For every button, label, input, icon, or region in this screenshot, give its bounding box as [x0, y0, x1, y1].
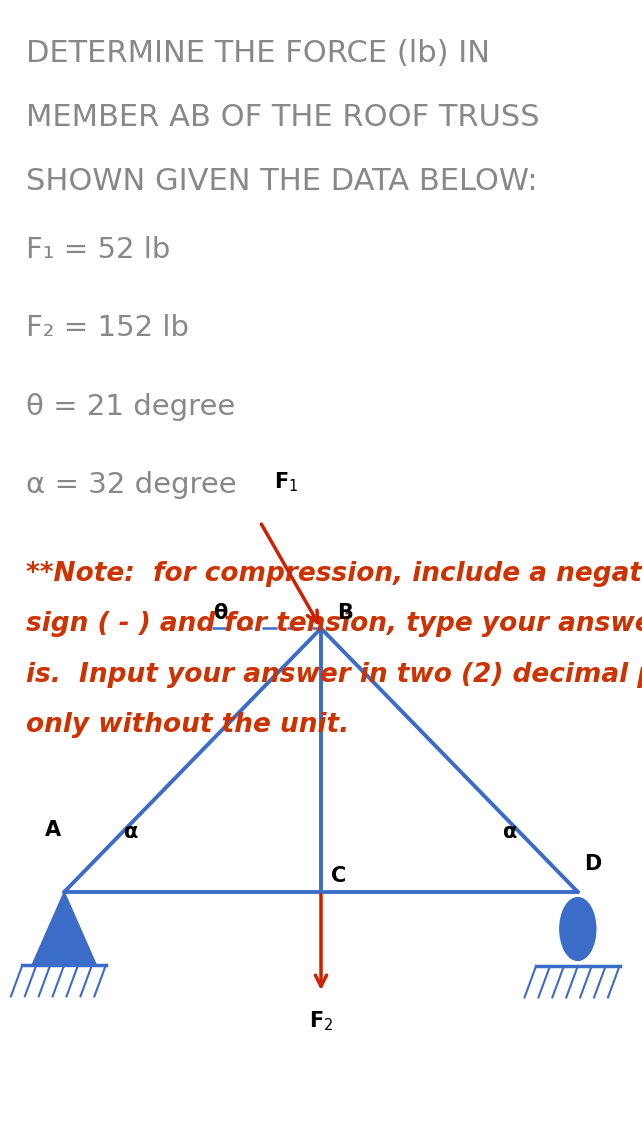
Circle shape: [560, 898, 596, 960]
Text: DETERMINE THE FORCE (lb) IN: DETERMINE THE FORCE (lb) IN: [26, 39, 490, 68]
Text: only without the unit.: only without the unit.: [26, 712, 349, 738]
Text: F$_1$: F$_1$: [273, 470, 298, 494]
Text: B: B: [337, 603, 353, 623]
Text: A: A: [45, 820, 61, 840]
Text: sign ( - ) and for tension, type your answer as: sign ( - ) and for tension, type your an…: [26, 611, 642, 637]
Text: SHOWN GIVEN THE DATA BELOW:: SHOWN GIVEN THE DATA BELOW:: [26, 167, 537, 196]
Text: F₁ = 52 lb: F₁ = 52 lb: [26, 236, 170, 264]
Text: α = 32 degree: α = 32 degree: [26, 471, 236, 499]
Text: F₂ = 152 lb: F₂ = 152 lb: [26, 314, 189, 342]
Text: θ = 21 degree: θ = 21 degree: [26, 393, 235, 421]
Text: is.  Input your answer in two (2) decimal places: is. Input your answer in two (2) decimal…: [26, 662, 642, 688]
Text: α: α: [125, 821, 139, 842]
Text: D: D: [584, 854, 602, 874]
Text: MEMBER AB OF THE ROOF TRUSS: MEMBER AB OF THE ROOF TRUSS: [26, 103, 539, 132]
Text: α: α: [503, 821, 517, 842]
Polygon shape: [32, 892, 96, 965]
Text: C: C: [331, 866, 346, 886]
Text: **Note:  for compression, include a negative: **Note: for compression, include a negat…: [26, 561, 642, 587]
Text: θ: θ: [214, 603, 228, 623]
Text: F$_2$: F$_2$: [309, 1010, 333, 1033]
